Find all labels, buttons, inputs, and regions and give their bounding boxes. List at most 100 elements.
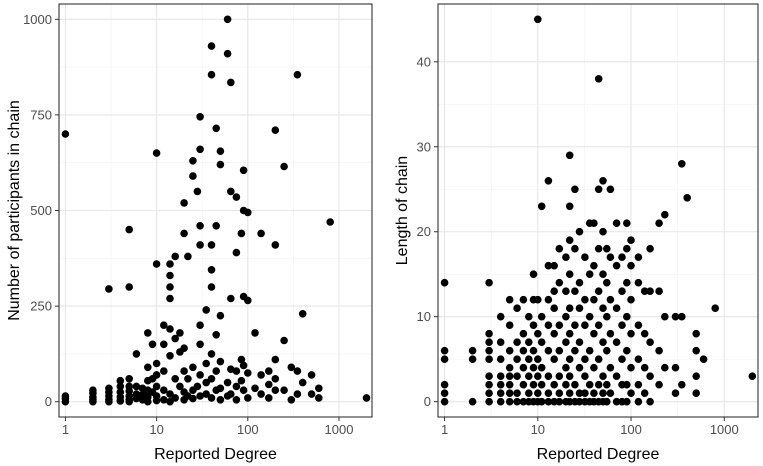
right-scatter-point (496, 312, 505, 321)
right-scatter-point (623, 312, 631, 321)
left-scatter-point (171, 252, 179, 261)
right-scatter-point (603, 397, 611, 406)
left-y-tick-label: 750 (30, 107, 52, 122)
right-scatter-point (565, 372, 574, 381)
right-scatter-point (575, 338, 584, 347)
left-scatter-point (166, 397, 174, 406)
left-scatter-point (116, 397, 125, 405)
left-scatter-point (244, 208, 252, 217)
right-scatter-point (581, 295, 589, 304)
right-scatter-point (534, 15, 542, 24)
right-x-tick-label: 1000 (710, 422, 739, 437)
left-scatter-point (202, 359, 210, 368)
right-scatter-point (627, 363, 635, 372)
left-scatter-point (239, 361, 248, 370)
right-x-axis-title: Reported Degree (537, 446, 660, 463)
left-scatter-point (196, 145, 204, 154)
right-scatter-point (599, 338, 607, 347)
right-scatter-point (618, 253, 626, 261)
left-scatter-point (125, 283, 133, 291)
left-scatter-point (89, 397, 97, 406)
right-scatter-point (655, 380, 663, 389)
right-scatter-point (485, 338, 493, 347)
left-scatter-point (216, 384, 225, 393)
right-scatter-point (612, 219, 621, 227)
right-scatter-point (575, 304, 584, 313)
right-scatter-point (692, 329, 700, 338)
left-scatter-point (280, 386, 288, 395)
right-scatter-point (585, 270, 594, 279)
right-scatter-point (655, 287, 663, 296)
right-scatter-point (623, 380, 631, 389)
right-scatter-point (571, 287, 579, 296)
right-scatter-point (562, 380, 570, 389)
right-y-tick-label: 30 (417, 139, 431, 154)
right-scatter-point (544, 389, 553, 398)
right-scatter-point (544, 397, 553, 406)
right-scatter-point (496, 355, 505, 364)
right-scatter-point (440, 355, 449, 364)
right-scatter-point (519, 380, 528, 389)
right-scatter-point (555, 346, 564, 355)
left-scatter-point (184, 252, 192, 261)
left-scatter-point (212, 367, 220, 375)
left-chart-panel: 0 250 500 750 1000 1 10 100 1000 Reported Degree N… (6, 3, 373, 463)
right-scatter-point (544, 261, 553, 270)
right-scatter-point (585, 312, 594, 321)
right-scatter-point (505, 295, 514, 304)
left-scatter-point (307, 371, 316, 379)
right-scatter-point (640, 329, 649, 338)
left-scatter-point (232, 248, 241, 257)
left-scatter-point (207, 70, 216, 79)
left-y-axis-title: Number of participants in chain (6, 100, 23, 321)
right-scatter-point (513, 372, 521, 381)
right-scatter-point (505, 372, 514, 381)
right-scatter-point (634, 397, 643, 406)
left-scatter-point (265, 394, 273, 402)
left-scatter-point (232, 193, 241, 201)
right-scatter-point (590, 219, 598, 227)
right-scatter-point (525, 338, 533, 347)
right-scatter-point (594, 287, 603, 296)
left-scatter-point (125, 397, 133, 406)
right-scatter-point (565, 202, 574, 211)
right-scatter-point (575, 363, 584, 372)
left-scatter-point (166, 271, 174, 280)
left-x-axis-title: Reported Degree (154, 446, 277, 463)
right-scatter-point (550, 380, 558, 389)
left-scatter-point (244, 369, 252, 377)
right-scatter-point (529, 346, 538, 355)
right-scatter-point (678, 160, 686, 168)
right-scatter-point (748, 372, 757, 381)
left-scatter-point (227, 78, 235, 87)
right-scatter-point (612, 372, 621, 381)
right-scatter-point (606, 253, 615, 261)
right-scatter-point (555, 372, 564, 381)
left-scatter-point (176, 329, 184, 337)
left-scatter-point (298, 310, 307, 318)
left-scatter-point (232, 396, 241, 404)
right-scatter-point (485, 389, 493, 398)
left-scatter-point (207, 283, 216, 291)
right-scatter-point (565, 355, 574, 364)
right-scatter-point (562, 253, 570, 261)
left-scatter-point (189, 157, 197, 165)
left-scatter-point (176, 382, 184, 391)
right-scatter-point (581, 389, 589, 398)
left-x-tick-label: 10 (149, 422, 163, 437)
right-scatter-point (599, 372, 607, 381)
right-scatter-point (496, 338, 505, 347)
left-scatter-point (287, 363, 296, 372)
left-scatter-point (207, 375, 216, 383)
right-scatter-point (513, 355, 521, 364)
right-scatter-point (550, 261, 558, 270)
left-scatter-point (166, 260, 174, 268)
right-scatter-point (565, 270, 574, 279)
left-scatter-point (152, 371, 161, 379)
right-scatter-point (496, 380, 505, 389)
right-scatter-point (555, 389, 564, 398)
left-scatter-point (166, 352, 174, 360)
left-scatter-point (298, 378, 307, 387)
left-scatter-point (207, 241, 216, 249)
left-scatter-point (193, 187, 202, 196)
